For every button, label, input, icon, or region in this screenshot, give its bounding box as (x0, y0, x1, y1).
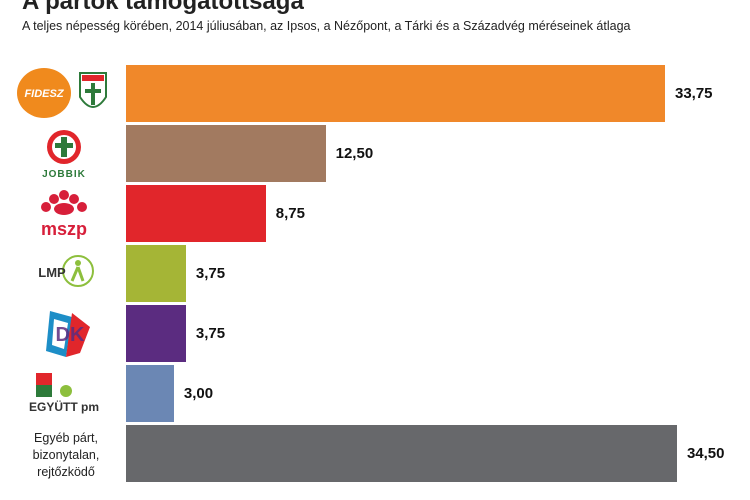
bar (126, 425, 677, 482)
value-label: 34,50 (686, 445, 725, 462)
category-label: Egyéb párt, bizonytalan, rejtőzködő (32, 431, 100, 479)
chart-title: A pártok támogatottsága (22, 0, 304, 15)
value-label: 33,75 (674, 85, 713, 102)
category-label: LMP (38, 265, 66, 280)
bar (126, 305, 186, 362)
logo-dk: DK (46, 311, 90, 357)
category-label: JOBBIK (42, 169, 86, 180)
bar (126, 365, 174, 422)
category-label: EGYÜTT pm (29, 399, 99, 414)
logo-egyutt-pm: EGYÜTT pm (29, 373, 99, 414)
bar (126, 185, 266, 242)
value-label: 3,75 (195, 265, 226, 282)
value-label: 3,00 (183, 385, 214, 402)
bar (126, 245, 186, 302)
category-label: DK (56, 324, 85, 346)
logo-lmp: LMP (38, 255, 94, 287)
category-label: mszp (41, 219, 87, 239)
bar (126, 125, 326, 182)
category-label: FIDESZ (24, 88, 64, 100)
logo-mszp: mszp (41, 190, 87, 239)
chart-subtitle: A teljes népesség körében, 2014 júliusáb… (22, 19, 631, 33)
value-label: 3,75 (195, 325, 226, 342)
bar (126, 65, 665, 122)
logo-jobbik: JOBBIK (42, 130, 86, 180)
value-label: 12,50 (335, 145, 374, 162)
value-label: 8,75 (275, 205, 305, 222)
logo-fidesz: FIDESZ (17, 68, 107, 118)
